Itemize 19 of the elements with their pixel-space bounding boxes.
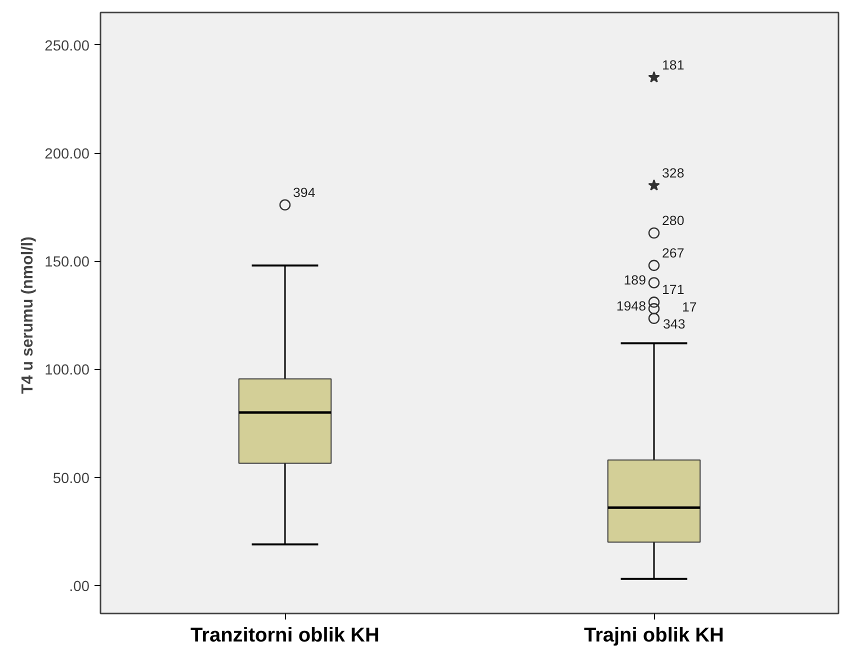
y-tick-label: 100.00 (44, 362, 90, 379)
x-tick-label: Tranzitorni oblik KH (190, 624, 380, 646)
y-tick-label: 250.00 (44, 38, 90, 54)
annotation: 17 (682, 299, 697, 314)
x-tick-label: Trajni oblik KH (584, 624, 724, 646)
annotation: 189 (624, 272, 646, 288)
annotation: 328 (662, 165, 684, 180)
y-tick-label: .00 (69, 578, 90, 595)
y-tick-label: 50.00 (52, 470, 90, 487)
annotation: 1948 (616, 298, 646, 314)
annotation: 394 (293, 184, 316, 200)
annotation: 343 (663, 316, 686, 332)
annotation: 171 (662, 282, 684, 298)
annotation: 267 (662, 245, 684, 260)
y-tick-label: 200.00 (44, 146, 90, 163)
y-axis-title: T4 u serumu (nmol/l) (20, 236, 37, 394)
annotation: 181 (662, 57, 684, 72)
y-tick-label: 150.00 (44, 254, 90, 271)
annotation: 280 (662, 213, 684, 228)
